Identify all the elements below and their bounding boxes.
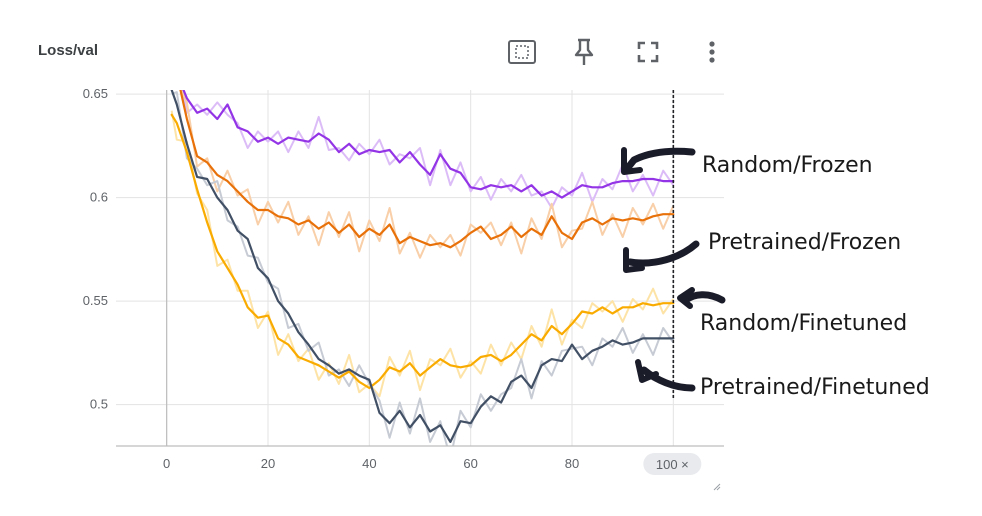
axes: 0.5 0.55 0.6 0.65 0 20 40 60 80: [83, 86, 724, 471]
annotation-arrow: [626, 240, 700, 267]
pin-icon: [572, 38, 596, 66]
y-tick-label: 0.55: [83, 293, 108, 308]
card-header: Loss/val: [14, 18, 734, 78]
raw-line-random-finetuned: [170, 110, 675, 398]
x-tick-label: 60: [463, 456, 477, 471]
annotation-arrowhead: [623, 247, 645, 273]
annotation-label: Random/Finetuned: [700, 311, 907, 336]
annotation-arrow: [682, 291, 726, 304]
card-title: Loss/val: [38, 42, 99, 59]
annotation-arrow: [640, 366, 696, 392]
annotation-arrow: [622, 147, 696, 174]
raw-line-pretrained-finetuned: [171, 91, 675, 446]
raw-line-random-frozen: [181, 90, 675, 209]
fit-domain-icon: [507, 39, 537, 65]
step-chip[interactable]: [643, 453, 702, 475]
fit-domain-button[interactable]: [504, 34, 540, 70]
x-tick-label: 0: [163, 456, 170, 471]
annotation-label: Pretrained/Finetuned: [700, 375, 930, 400]
annotations: Random/Frozen Pretrained/Frozen Random/Fin…: [621, 147, 930, 400]
resize-handle-icon[interactable]: [713, 483, 721, 491]
pin-button[interactable]: [566, 34, 602, 70]
annotation-arrowhead: [621, 147, 643, 175]
series-line-pretrained-finetuned: [170, 90, 675, 443]
hover-cursor[interactable]: 100 ×: [643, 90, 721, 491]
series-line-random-frozen: [182, 90, 675, 199]
y-tick-label: 0.5: [90, 397, 108, 412]
raw-series-layer: [170, 90, 675, 446]
annotation-arrowhead: [635, 359, 659, 383]
more-vert-icon: [708, 40, 716, 64]
annotation-label: Random/Frozen: [702, 153, 873, 178]
y-tick-label: 0.65: [83, 86, 108, 101]
y-tick-label: 0.6: [90, 190, 108, 205]
fullscreen-button[interactable]: [630, 34, 666, 70]
x-tick-label: 40: [362, 456, 376, 471]
annotation-label: Pretrained/Frozen: [708, 230, 901, 255]
step-chip-label: 100 ×: [656, 457, 689, 472]
x-tick-label: 80: [565, 456, 579, 471]
series-layer: [170, 90, 675, 443]
raw-line-pretrained-frozen: [180, 90, 675, 259]
annotation-arrowhead: [677, 287, 695, 309]
more-options-button[interactable]: [694, 34, 730, 70]
series-line-pretrained-frozen: [179, 90, 675, 249]
x-tick-label: 20: [261, 456, 275, 471]
fullscreen-icon: [637, 41, 659, 63]
series-line-random-finetuned: [170, 113, 675, 390]
